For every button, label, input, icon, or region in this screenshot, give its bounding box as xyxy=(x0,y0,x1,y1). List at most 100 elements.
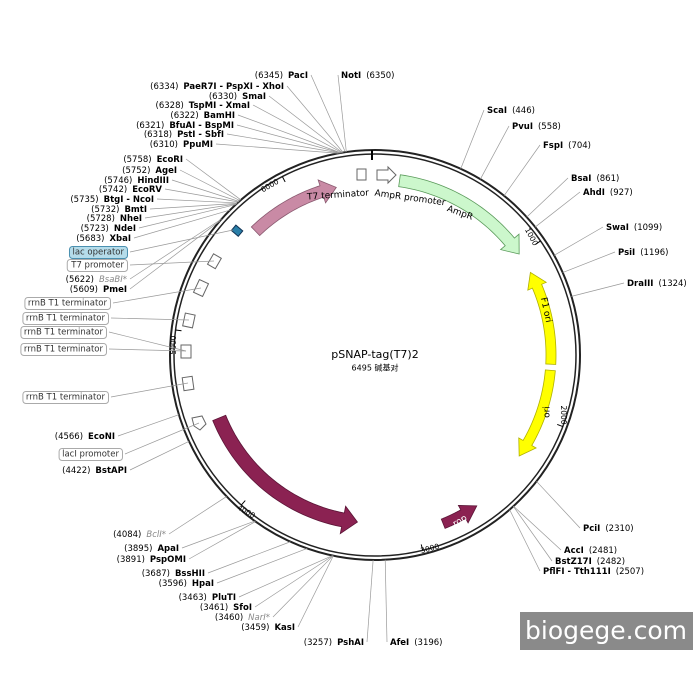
watermark: biogege.com xyxy=(525,616,687,645)
enzyme-label: AccI (2481) xyxy=(564,546,617,556)
enzyme-name: TspMI - XmaI xyxy=(189,101,250,111)
leader-line xyxy=(337,74,347,153)
leader-line xyxy=(297,555,334,628)
leader-line xyxy=(188,521,256,560)
leader-line xyxy=(117,414,179,437)
leader-line xyxy=(181,520,255,549)
enzyme-label: PciI (2310) xyxy=(583,524,634,534)
leader-line xyxy=(236,124,341,154)
leader-line xyxy=(553,226,604,256)
enzyme-name: XbaI xyxy=(109,234,131,244)
side-label: rrnB T1 terminator xyxy=(24,297,111,310)
enzyme-label: (4422) BstAPI xyxy=(62,466,127,476)
enzyme-name: BstAPI xyxy=(95,466,127,476)
enzyme-label: (5742) EcoRV xyxy=(99,185,162,195)
leader-line xyxy=(171,179,240,202)
enzyme-position: (6321) xyxy=(136,121,164,131)
enzyme-position: (5746) xyxy=(104,176,132,186)
enzyme-name: HindIII xyxy=(137,176,169,186)
feature-arrow xyxy=(440,505,478,529)
scale-tick xyxy=(420,544,424,551)
enzyme-position: (5622) xyxy=(66,275,94,285)
side-label-text: rrnB T1 terminator xyxy=(26,393,106,403)
enzyme-name: BsaBI* xyxy=(99,275,127,285)
enzyme-label: (3459) KasI xyxy=(241,623,295,633)
enzyme-name: BtgI - NcoI xyxy=(104,195,154,205)
enzyme-label: PflFI - Tth111I (2507) xyxy=(543,567,644,577)
enzyme-label: FspI (704) xyxy=(543,141,591,151)
enzyme-position: (3687) xyxy=(142,569,170,579)
enzyme-position: (3463) xyxy=(179,593,207,603)
enzyme-name: PmeI xyxy=(103,285,127,295)
leader-line xyxy=(503,144,541,196)
enzyme-position: (861) xyxy=(596,174,619,184)
enzyme-position: (558) xyxy=(538,122,561,132)
side-label: rrnB T1 terminator xyxy=(20,326,107,339)
enzyme-position: (1196) xyxy=(640,248,668,258)
enzyme-name: SfoI xyxy=(233,603,252,613)
leader-line xyxy=(168,496,227,535)
side-label-text: rrnB T1 terminator xyxy=(24,328,104,338)
enzyme-position: (3257) xyxy=(304,638,332,648)
leader-line xyxy=(226,133,341,154)
enzyme-position: (5732) xyxy=(91,205,119,215)
enzyme-position: (4422) xyxy=(62,466,90,476)
enzyme-position: (3196) xyxy=(414,638,442,648)
feature-arrow xyxy=(212,414,359,535)
enzyme-label: (6328) TspMI - XmaI xyxy=(156,101,250,111)
leader-line xyxy=(237,114,341,154)
leader-line xyxy=(268,95,343,153)
side-label-box xyxy=(20,343,107,356)
enzyme-label: PsiI (1196) xyxy=(618,248,668,258)
leader-line xyxy=(149,203,238,210)
enzyme-label: (5622) BsaBI* xyxy=(66,275,127,285)
enzyme-label: PvuI (558) xyxy=(512,122,561,132)
leader-line xyxy=(571,282,625,297)
enzyme-label: (3460) NarI* xyxy=(215,613,270,623)
enzyme-position: (5758) xyxy=(123,155,151,165)
enzyme-position: (3891) xyxy=(117,555,145,565)
enzyme-name: EcoNI xyxy=(88,432,115,442)
enzyme-name: PstI - SbfI xyxy=(177,130,224,140)
side-label: lacI promoter xyxy=(58,448,123,461)
enzyme-name: PpuMI xyxy=(183,140,213,150)
enzyme-name: SwaI xyxy=(606,223,629,233)
scale-tick xyxy=(557,423,564,428)
enzyme-name: BstZ17I xyxy=(555,557,592,567)
side-label-text: rrnB T1 terminator xyxy=(28,299,108,309)
leader-line xyxy=(179,169,241,202)
enzyme-name: PluTI xyxy=(212,593,236,603)
enzyme-name: HpaI xyxy=(192,579,214,589)
feature-arrow xyxy=(398,174,520,255)
enzyme-label: (3257) PshAI xyxy=(304,638,364,648)
enzyme-position: (5683) xyxy=(76,234,104,244)
enzyme-label: (3461) SfoI xyxy=(200,603,252,613)
enzyme-label: NotI (6350) xyxy=(341,71,394,81)
enzyme-name: PsiI xyxy=(618,248,635,258)
enzyme-position: (5735) xyxy=(70,195,98,205)
leader-line xyxy=(272,555,334,618)
enzyme-name: PacI xyxy=(288,71,308,81)
leader-line xyxy=(480,125,510,180)
side-label-text: rrnB T1 terminator xyxy=(26,314,106,324)
enzyme-label: AfeI (3196) xyxy=(390,638,442,648)
enzyme-position: (3596) xyxy=(159,579,187,589)
enzyme-name: PflFI - Tth111I xyxy=(543,567,611,577)
enzyme-label: (3596) HpaI xyxy=(159,579,214,589)
enzyme-name: BclI* xyxy=(146,530,166,540)
side-label: lac operator xyxy=(68,246,128,259)
enzyme-label: (6310) PpuMI xyxy=(150,140,213,150)
enzyme-position: (3895) xyxy=(124,544,152,554)
enzyme-position: (5728) xyxy=(87,214,115,224)
enzyme-name: KasI xyxy=(274,623,295,633)
backbone-inner xyxy=(173,153,577,557)
backbone-outer xyxy=(169,149,581,561)
enzyme-name: BssHII xyxy=(175,569,205,579)
enzyme-position: (6310) xyxy=(150,140,178,150)
t7-terminator-mark xyxy=(356,168,367,181)
enzyme-label: BstZ17I (2482) xyxy=(555,557,625,567)
enzyme-label: SwaI (1099) xyxy=(606,223,662,233)
enzyme-position: (1099) xyxy=(634,223,662,233)
enzyme-name: BfuAI - BspMI xyxy=(169,121,234,131)
enzyme-name: NheI xyxy=(120,214,142,224)
